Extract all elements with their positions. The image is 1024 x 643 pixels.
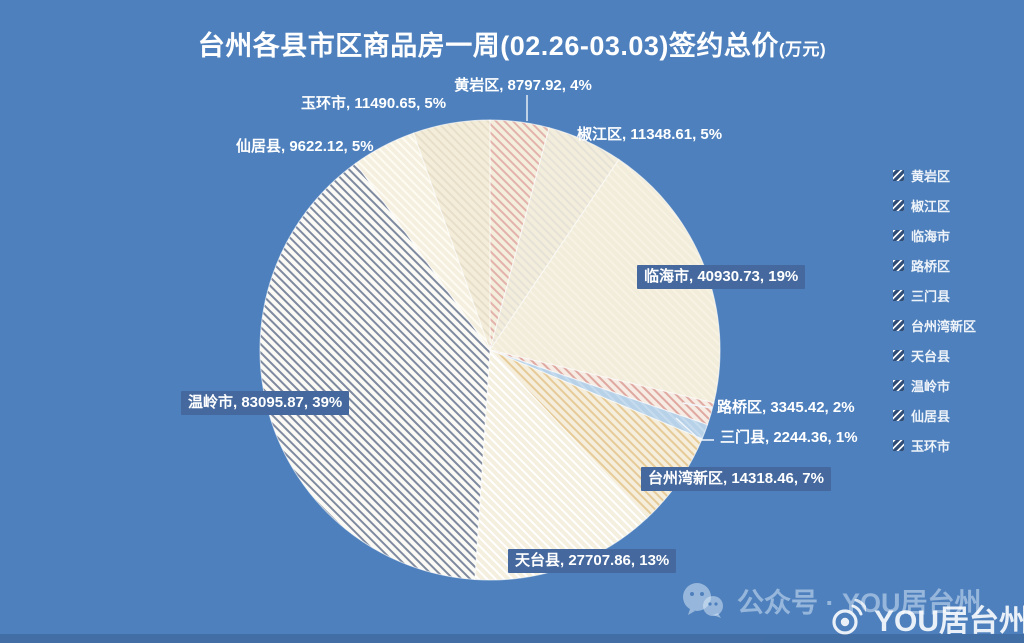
legend-swatch-icon (893, 379, 904, 391)
legend-item: 台州湾新区 (893, 310, 976, 340)
legend-item: 路桥区 (893, 250, 976, 280)
chart-title: 台州各县市区商品房一周(02.26-03.03)签约总价(万元) (0, 24, 1024, 63)
legend-swatch-icon (893, 259, 904, 271)
legend-swatch-icon (893, 229, 904, 241)
chart-title-text: 台州各县市区商品房一周(02.26-03.03)签约总价 (197, 31, 779, 61)
legend-swatch-icon (893, 199, 904, 211)
legend-swatch-icon (893, 319, 904, 331)
legend-swatch-icon (893, 439, 904, 451)
label-leader-line (675, 417, 714, 441)
legend-label: 台州湾新区 (911, 318, 977, 334)
slice-label: 玉环市, 11490.65, 5% (301, 95, 447, 112)
weibo-watermark: YOU居台州 (828, 596, 1024, 640)
legend-label: 临海市 (911, 228, 951, 244)
legend-swatch-icon (893, 169, 904, 181)
footer-strip (0, 634, 1024, 643)
chart-legend: 黄岩区椒江区临海市路桥区三门县台州湾新区天台县温岭市仙居县玉环市 (893, 160, 976, 460)
slice-label: 温岭市, 83095.87, 39% (181, 391, 350, 416)
chart-title-unit: (万元) (778, 40, 827, 59)
legend-swatch-icon (893, 349, 904, 361)
legend-item: 临海市 (893, 220, 976, 250)
label-leader-line (682, 402, 713, 409)
weibo-icon (832, 599, 866, 635)
slice-label: 仙居县, 9622.12, 5% (236, 138, 374, 155)
legend-swatch-icon (893, 289, 904, 301)
legend-item: 黄岩区 (893, 160, 976, 190)
legend-label: 黄岩区 (911, 168, 951, 184)
slice-label: 黄岩区, 8797.92, 4% (454, 77, 592, 94)
legend-item: 温岭市 (893, 370, 976, 400)
slice-label: 天台县, 27707.86, 13% (508, 549, 677, 574)
slice-label: 路桥区, 3345.42, 2% (717, 399, 855, 416)
legend-label: 路桥区 (911, 258, 951, 274)
legend-label: 天台县 (911, 348, 951, 364)
legend-swatch-icon (893, 409, 904, 421)
slice-label: 台州湾新区, 14318.46, 7% (641, 467, 831, 492)
legend-item: 椒江区 (893, 190, 976, 220)
legend-item: 玉环市 (893, 430, 976, 460)
legend-item: 三门县 (893, 280, 976, 310)
legend-label: 仙居县 (911, 408, 951, 424)
pie-slice (412, 119, 491, 351)
legend-label: 三门县 (911, 288, 951, 304)
legend-label: 玉环市 (911, 438, 951, 454)
slice-label: 椒江区, 11348.61, 5% (577, 126, 723, 143)
slice-label: 临海市, 40930.73, 19% (637, 265, 806, 290)
wechat-icon (683, 582, 723, 618)
legend-item: 仙居县 (893, 400, 976, 430)
slice-label: 三门县, 2244.36, 1% (720, 429, 858, 446)
weibo-watermark-text: YOU居台州 (874, 605, 1024, 638)
legend-label: 椒江区 (911, 198, 951, 214)
legend-item: 天台县 (893, 340, 976, 370)
legend-label: 温岭市 (911, 378, 951, 394)
